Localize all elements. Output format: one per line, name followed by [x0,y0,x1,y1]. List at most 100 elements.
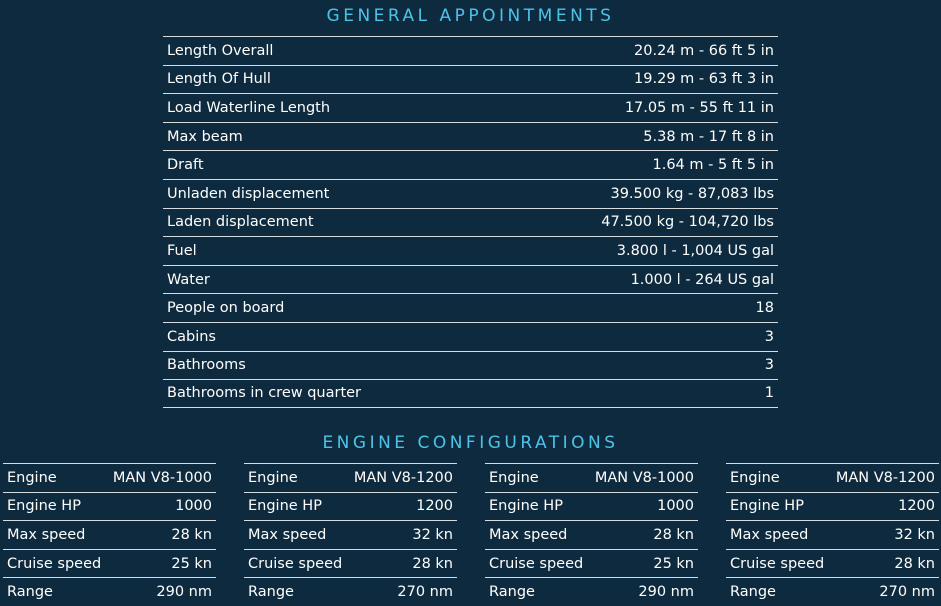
label: Length Overall [167,42,274,59]
row: Engine HP 1000 [485,491,698,521]
value: 28 kn [171,526,212,543]
value: 17.05 m - 55 ft 11 in [624,99,774,116]
row: Length Of Hull 19.29 m - 63 ft 3 in [163,64,778,94]
value: 18 [755,300,774,317]
value: 290 nm [156,584,212,601]
label: Max speed [7,526,86,543]
row: Engine MAN V8-1000 [485,463,698,492]
value: 39.500 kg - 87,083 lbs [610,185,774,202]
row: Bathrooms in crew quarter 1 [163,379,778,408]
row: Range 270 nm [726,577,939,606]
row: Max speed 32 kn [726,520,939,549]
value: 1000 [657,498,694,515]
row: Engine MAN V8-1000 [3,463,216,492]
row: Max speed 28 kn [485,520,698,549]
value: 3 [764,357,774,374]
engine-table: Engine MAN V8-1200 Engine HP 1200 Max speed 3… [726,463,939,606]
label: Water [167,271,210,288]
label: Engine [730,469,780,486]
row: Range 270 nm [244,577,457,606]
general-table: Length Overall 20.24 m - 66 ft 5 in Length… [163,36,778,408]
label: Cruise speed [7,555,102,572]
section-title: ENGINE CONFIGURATIONS [322,433,619,453]
label: Max beam [167,128,243,145]
row: Engine MAN V8-1200 [726,463,939,492]
row: Cruise speed 28 kn [726,548,939,578]
value: 28 kn [412,555,453,572]
label: Engine HP [489,498,563,515]
label: Draft [167,157,204,174]
value: 20.24 m - 66 ft 5 in [634,42,774,59]
label: Cabins [167,328,216,345]
row: Cruise speed 25 kn [3,548,216,578]
value: 32 kn [894,526,935,543]
row: Max speed 28 kn [3,520,216,549]
label: Laden displacement [167,214,314,231]
value: 25 kn [171,555,212,572]
row: Unladen displacement 39.500 kg - 87,083 l… [163,178,778,208]
row: Range 290 nm [485,577,698,606]
label: Max speed [248,526,327,543]
engine-table: Engine MAN V8-1000 Engine HP 1000 Max speed 2… [3,463,216,606]
label: Length Of Hull [167,71,271,88]
label: Engine [248,469,298,486]
label: Range [7,584,53,601]
label: Load Waterline Length [167,99,331,116]
value: 270 nm [879,584,935,601]
value: 270 nm [397,584,453,601]
label: Cruise speed [248,555,343,572]
row: Engine HP 1200 [726,491,939,521]
row: Bathrooms 3 [163,350,778,380]
label: Bathrooms [167,357,246,374]
row: Cabins 3 [163,321,778,351]
label: Range [248,584,294,601]
value: 1 [764,385,774,402]
label: People on board [167,300,285,317]
row: Laden displacement 47.500 kg - 104,720 lb… [163,207,778,237]
label: Engine [7,469,57,486]
label: Engine [489,469,539,486]
value: 1200 [416,498,453,515]
label: Bathrooms in crew quarter [167,385,362,402]
row: Fuel 3.800 l - 1,004 US gal [163,236,778,265]
value: 290 nm [638,584,694,601]
value: 32 kn [412,526,453,543]
row: Length Overall 20.24 m - 66 ft 5 in [163,36,778,65]
value: 1.000 l - 264 US gal [630,271,774,288]
row: Engine HP 1000 [3,491,216,521]
value: 25 kn [653,555,694,572]
row: Engine MAN V8-1200 [244,463,457,492]
label: Range [489,584,535,601]
label: Unladen displacement [167,185,330,202]
value: 28 kn [894,555,935,572]
value: MAN V8-1200 [353,469,453,486]
value: 47.500 kg - 104,720 lbs [601,214,774,231]
row: Range 290 nm [3,577,216,606]
section-title: GENERAL APPOINTMENTS [326,6,615,26]
value: 1.64 m - 5 ft 5 in [652,157,774,174]
label: Max speed [730,526,809,543]
value: MAN V8-1000 [594,469,694,486]
engine-table: Engine MAN V8-1200 Engine HP 1200 Max speed 3… [244,463,457,606]
value: 28 kn [653,526,694,543]
value: MAN V8-1200 [835,469,935,486]
label: Cruise speed [730,555,825,572]
value: 3 [764,328,774,345]
label: Cruise speed [489,555,584,572]
row: Cruise speed 25 kn [485,548,698,578]
row: Max speed 32 kn [244,520,457,549]
label: Engine HP [730,498,804,515]
row: Draft 1.64 m - 5 ft 5 in [163,150,778,179]
row: Water 1.000 l - 264 US gal [163,264,778,294]
row: Max beam 5.38 m - 17 ft 8 in [163,121,778,151]
value: MAN V8-1000 [112,469,212,486]
row: People on board 18 [163,293,778,322]
label: Engine HP [248,498,322,515]
label: Max speed [489,526,568,543]
value: 5.38 m - 17 ft 8 in [643,128,774,145]
value: 19.29 m - 63 ft 3 in [634,71,774,88]
label: Engine HP [7,498,81,515]
value: 3.800 l - 1,004 US gal [616,242,774,259]
value: 1200 [898,498,935,515]
